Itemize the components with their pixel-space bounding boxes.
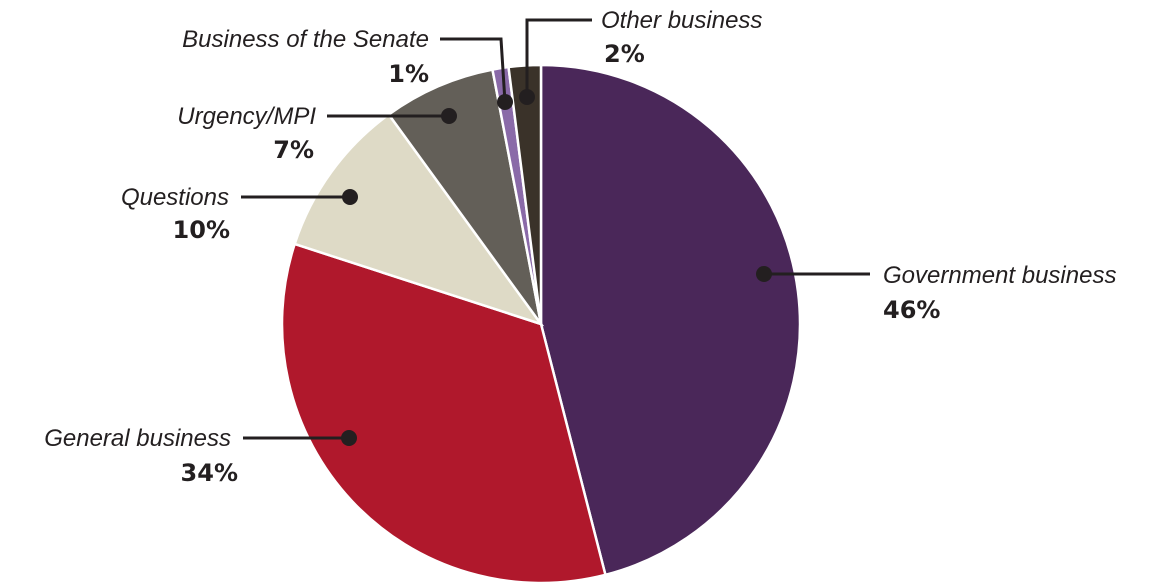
- slice-value-label: 46%: [883, 296, 940, 324]
- leader-dot: [441, 108, 457, 124]
- leader-dot: [341, 430, 357, 446]
- slice-label: General business: [44, 425, 231, 452]
- slice-value-label: 2%: [604, 40, 645, 68]
- slice-value-label: 34%: [181, 459, 238, 487]
- leader-dot: [497, 94, 513, 110]
- slice-label: Questions: [121, 184, 229, 211]
- leader-dot: [519, 89, 535, 105]
- slice-value-label: 10%: [173, 216, 230, 244]
- leader-line: [525, 18, 592, 97]
- pie-slice-other-business: [507, 63, 543, 325]
- slice-label: Business of the Senate: [182, 26, 429, 53]
- pie-slice-government-business: [539, 63, 802, 577]
- pie-slice-general-business: [280, 242, 607, 584]
- leader-dot: [342, 189, 358, 205]
- slice-value-label: 1%: [388, 60, 429, 88]
- slice-label: Other business: [601, 7, 762, 34]
- pie-slices: [280, 63, 802, 584]
- leader-lines: [241, 18, 870, 446]
- slice-labels: Government business 46% General business 34…: [44, 7, 1116, 487]
- slice-value-label: 7%: [273, 136, 314, 164]
- leader-line: [440, 37, 507, 103]
- slice-label: Urgency/MPI: [177, 103, 316, 130]
- slice-label: Government business: [883, 262, 1116, 289]
- leader-dot: [756, 266, 772, 282]
- pie-slice-questions: [293, 112, 545, 327]
- pie-slice-urgency-mpi: [387, 68, 543, 325]
